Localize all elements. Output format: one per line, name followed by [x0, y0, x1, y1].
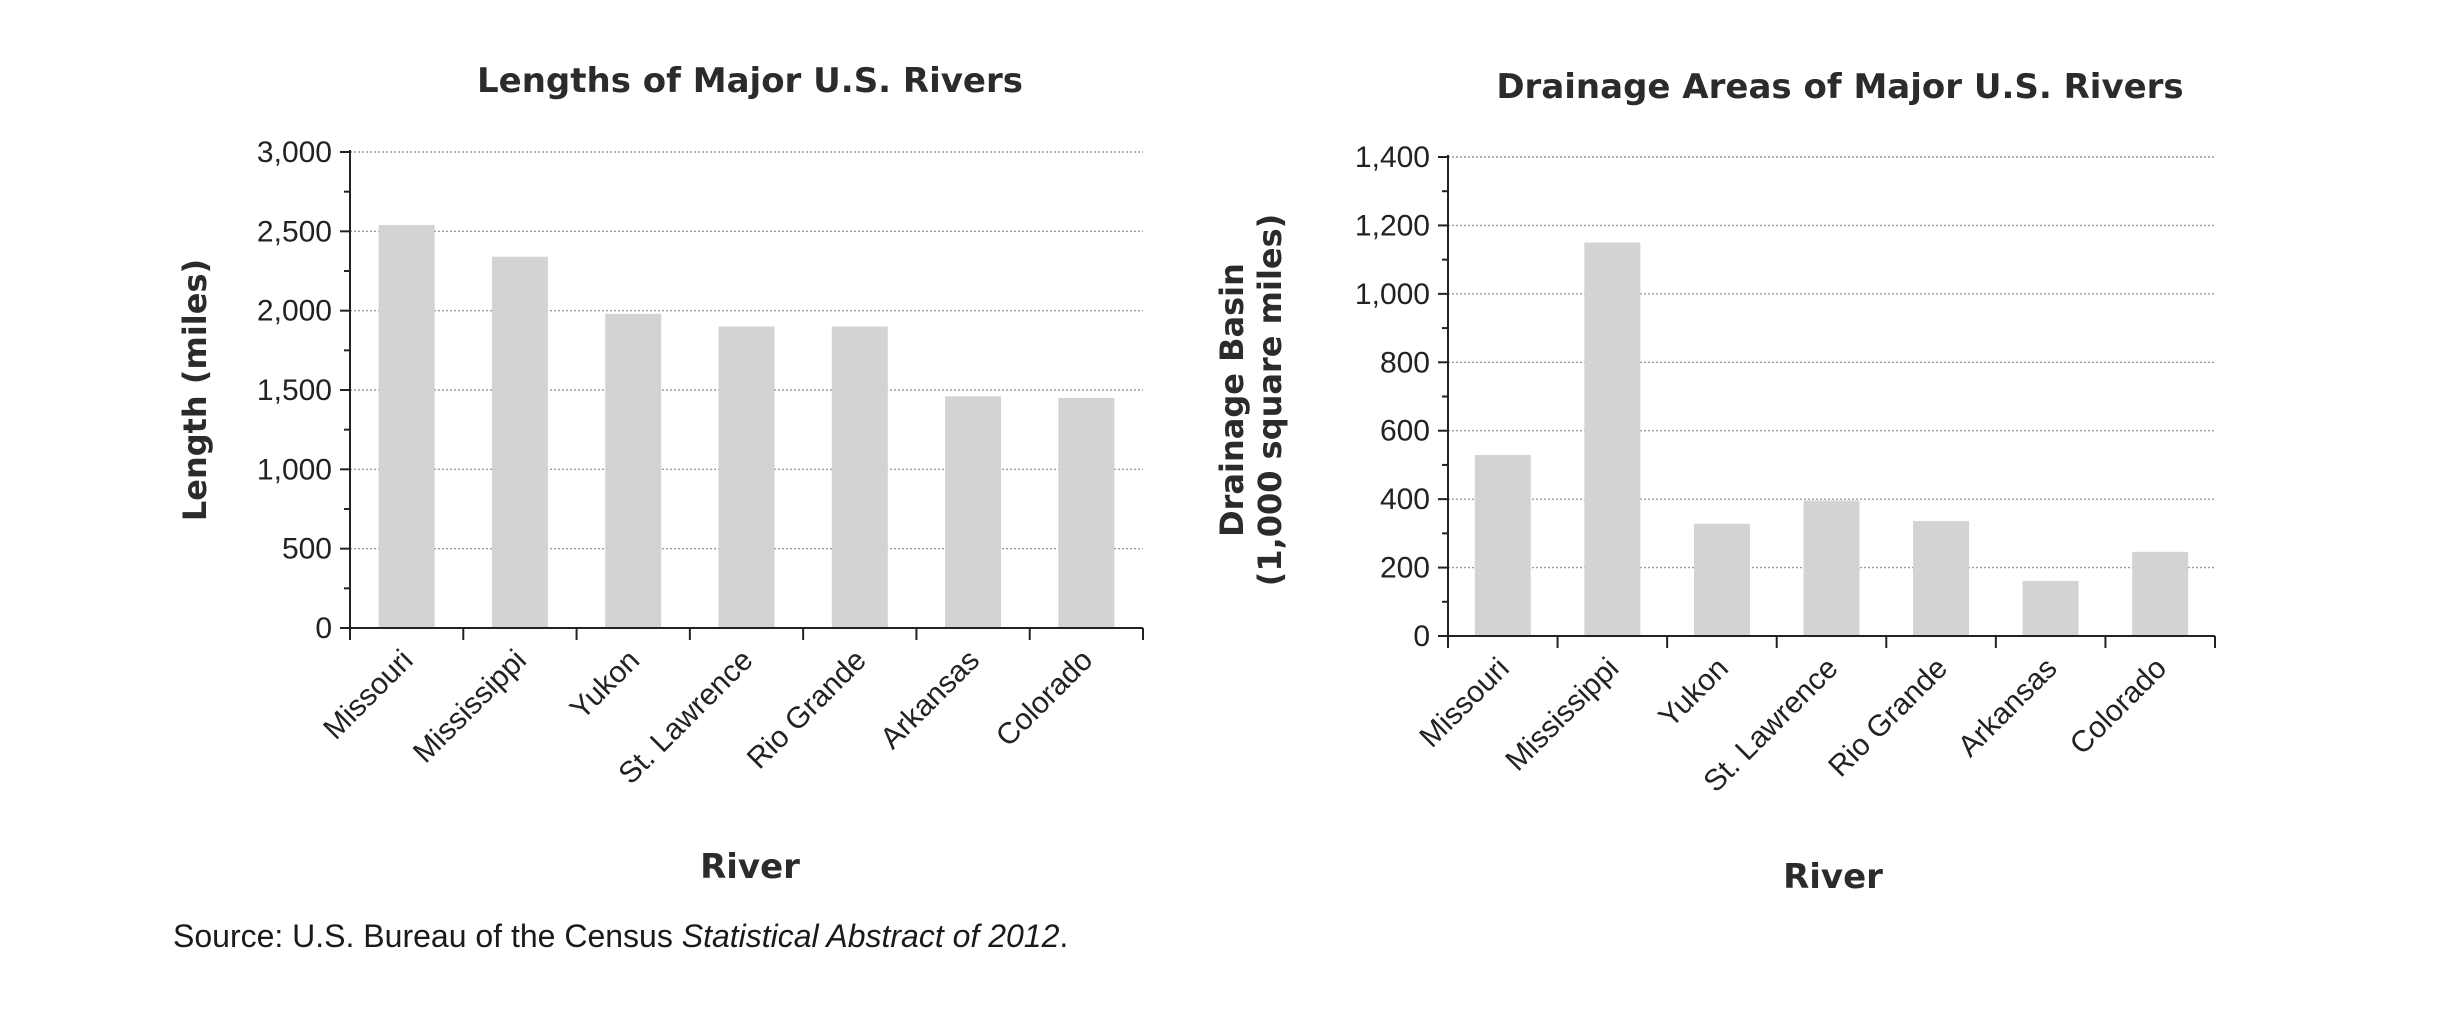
y-tick-label: 0	[315, 612, 332, 645]
y-tick-label: 1,000	[1355, 278, 1430, 311]
lengths-chart: 0 500 1,000 1,500 2,000 2,500 3,000 MissouriMis…	[176, 61, 1144, 887]
y-tick-label: 800	[1380, 346, 1430, 379]
bar-st-lawrence	[718, 326, 775, 628]
bar-yukon	[605, 313, 662, 628]
x-tick-label: Mississippi	[407, 644, 533, 770]
y-tick-label: 400	[1380, 483, 1430, 516]
y-axis-label: Drainage Basin	[1213, 263, 1251, 537]
y-axis-label: Length (miles)	[176, 259, 214, 521]
bar-arkansas	[2022, 580, 2079, 636]
bar-rio-grande	[1913, 521, 1970, 636]
y-tick-label: 200	[1380, 552, 1430, 585]
bar-colorado	[2132, 551, 2189, 636]
bar-rio-grande	[831, 326, 888, 628]
x-tick-label: Missouri	[1413, 652, 1515, 754]
bar-colorado	[1058, 397, 1115, 628]
x-tick-label: Rio Grande	[741, 644, 873, 776]
x-tick-label: Colorado	[990, 644, 1099, 753]
y-tick-label: 0	[1413, 620, 1430, 653]
chart-title: Drainage Areas of Major U.S. Rivers	[1496, 67, 2183, 107]
x-tick-label: Yukon	[564, 644, 646, 726]
bar-mississippi	[1584, 242, 1641, 637]
x-tick-label: Yukon	[1653, 652, 1735, 734]
y-tick-label: 600	[1380, 415, 1430, 448]
x-axis-label: River	[700, 847, 800, 887]
source-note: Source: U.S. Bureau of the Census Statis…	[173, 918, 1068, 955]
x-tick-label: Rio Grande	[1822, 652, 1954, 784]
x-tick-label: Arkansas	[1952, 652, 2064, 764]
y-axis-label: (1,000 square miles)	[1251, 214, 1289, 587]
bar-yukon	[1693, 523, 1750, 636]
y-tick-label: 1,400	[1355, 141, 1430, 174]
y-tick-label: 2,500	[257, 215, 332, 248]
bar-missouri	[1474, 455, 1531, 636]
x-tick-label: Colorado	[2064, 652, 2173, 761]
y-tick-label: 2,000	[257, 295, 332, 328]
source-title: Statistical Abstract of 2012	[681, 918, 1060, 954]
x-axis-label: River	[1783, 857, 1883, 897]
y-tick-label: 1,500	[257, 374, 332, 407]
bar-missouri	[378, 224, 435, 628]
x-tick-label: Arkansas	[874, 644, 986, 756]
x-tick-label: Missouri	[317, 644, 419, 746]
bar-st-lawrence	[1803, 500, 1860, 636]
y-tick-label: 1,200	[1355, 209, 1430, 242]
bar-arkansas	[945, 396, 1002, 628]
y-tick-label: 1,000	[257, 453, 332, 486]
x-tick-label: Mississippi	[1499, 652, 1625, 778]
y-tick-label: 3,000	[257, 136, 332, 169]
source-prefix: Source: U.S. Bureau of the Census	[173, 918, 682, 954]
chart-title: Lengths of Major U.S. Rivers	[477, 61, 1023, 101]
source-suffix: .	[1059, 918, 1069, 954]
bar-mississippi	[491, 256, 548, 628]
drainage-chart: 0 200 400 600 800 1,000 1,200 1,400 MissouriMiss…	[1213, 67, 2216, 897]
y-tick-label: 500	[282, 533, 332, 566]
